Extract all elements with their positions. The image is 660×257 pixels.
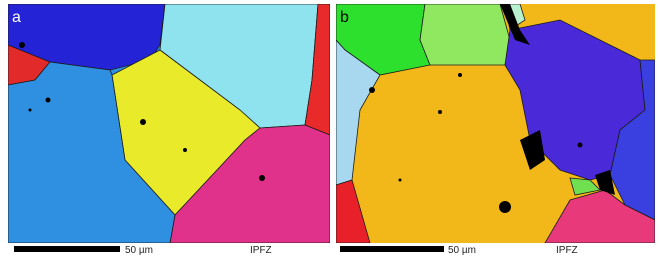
map-label: IPFZ xyxy=(556,245,578,256)
scale-bar xyxy=(340,246,444,252)
map-label: IPFZ xyxy=(250,245,272,256)
panel-label: a xyxy=(12,9,21,26)
ebsd-map-a xyxy=(8,4,330,243)
scale-bar xyxy=(14,246,120,252)
figure: a 50 µm IPFZ b 50 µm IPFZ xyxy=(0,0,660,257)
ebsd-map-b xyxy=(336,4,655,243)
panel-label: b xyxy=(340,9,349,26)
scale-bar-label: 50 µm xyxy=(125,245,153,256)
scale-bar-label: 50 µm xyxy=(448,245,476,256)
